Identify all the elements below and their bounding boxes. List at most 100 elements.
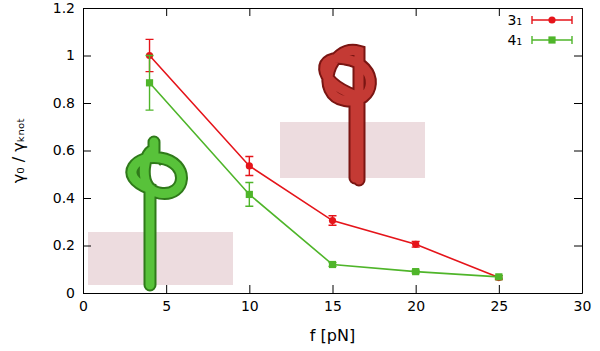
tick: 5 (162, 285, 171, 314)
tick-mark (83, 8, 91, 9)
inset-knot-shadow (325, 50, 371, 180)
marker (246, 162, 253, 169)
tick-label: 0.8 (53, 95, 75, 111)
tick-mark (249, 285, 250, 293)
chart: 0 5 10 15 20 25 30 0 0.2 0.4 0.6 0.8 1 1.2 f [pN] γ₀ / … (0, 0, 600, 351)
marker (246, 191, 253, 198)
marker (412, 268, 419, 275)
tick (333, 8, 334, 16)
error-bar (245, 156, 253, 175)
tick-mark (83, 151, 91, 152)
tick-label: 20 (407, 298, 425, 314)
tick-mark (499, 285, 500, 293)
legend-label: 3₁ (507, 12, 522, 28)
marker (495, 273, 502, 280)
x-axis-title: f [pN] (310, 326, 355, 345)
tick (249, 8, 250, 16)
tick-label: 30 (574, 298, 592, 314)
tick (574, 103, 582, 104)
series (146, 56, 503, 281)
tick-label: 0.4 (53, 190, 75, 206)
legend-label: 4₁ (507, 32, 522, 48)
insets (88, 50, 425, 285)
legend-marker (548, 16, 555, 23)
tick (574, 8, 582, 9)
tick-mark (83, 56, 91, 57)
tick-mark (574, 8, 582, 9)
error-bar (412, 241, 420, 247)
tick-mark (574, 293, 582, 294)
tick: 20 (407, 285, 425, 314)
tick-label: 1.2 (53, 0, 75, 16)
tick: 25 (490, 285, 508, 314)
inset-knot (325, 50, 371, 180)
axis-line (582, 9, 583, 294)
tick-mark (166, 8, 167, 16)
error-bar (146, 56, 154, 111)
tick (416, 8, 417, 16)
y-axis: 0 0.2 0.4 0.6 0.8 1 1.2 (53, 0, 91, 301)
error-bar (245, 183, 253, 207)
tick: 0.2 (53, 237, 91, 253)
x-axis: 0 5 10 15 20 25 30 (79, 285, 591, 314)
tick-label: 10 (241, 298, 259, 314)
tick-mark (416, 8, 417, 16)
tick: 0.6 (53, 142, 91, 158)
y-axis-title: γ₀ / γₖₙₒₜ (9, 118, 28, 183)
tick-label: 0.6 (53, 142, 75, 158)
tick-label: 1 (66, 47, 75, 63)
tick (166, 8, 167, 16)
tick-mark (574, 151, 582, 152)
tick-mark (499, 8, 500, 16)
tick (574, 56, 582, 57)
tick-mark (574, 198, 582, 199)
marker (329, 217, 336, 224)
tick-mark (83, 103, 91, 104)
tick (574, 246, 582, 247)
tick (574, 293, 582, 294)
tick-mark (574, 103, 582, 104)
series-line (150, 56, 499, 278)
tick: 0.8 (53, 95, 91, 111)
tick-label: 5 (162, 298, 171, 314)
marker (412, 241, 419, 248)
tick (574, 198, 582, 199)
tick (574, 151, 582, 152)
tick-label: 0 (66, 285, 75, 301)
legend-marker (548, 36, 555, 43)
tick: 0 (66, 285, 91, 301)
axis-line (84, 293, 583, 294)
tick-mark (574, 246, 582, 247)
tick-label: 15 (324, 298, 342, 314)
legend-swatch (532, 36, 572, 44)
tick: 1 (66, 47, 91, 63)
inset-surface (88, 232, 233, 285)
tick-mark (333, 8, 334, 16)
plot-area (146, 39, 503, 281)
tick-mark (166, 285, 167, 293)
tick-mark (249, 8, 250, 16)
tick: 10 (241, 285, 259, 314)
tick-label: 0.2 (53, 237, 75, 253)
tick-label: 0 (79, 298, 88, 314)
marker (495, 274, 502, 281)
tick (499, 8, 500, 16)
series (146, 39, 503, 281)
tick: 1.2 (53, 0, 91, 16)
tick-mark (333, 285, 334, 293)
tick: 0.4 (53, 190, 91, 206)
series-line (150, 83, 499, 277)
inset-knot-shadow (132, 142, 182, 285)
tick-mark (83, 198, 91, 199)
error-bar (329, 216, 337, 226)
y-axis-mirror (574, 9, 583, 294)
tick-label: 25 (490, 298, 508, 314)
marker (329, 261, 336, 268)
legend: 3₁4₁ (507, 12, 572, 48)
legend-swatch (532, 16, 572, 24)
marker (146, 79, 153, 86)
tick-mark (574, 56, 582, 57)
tick-mark (83, 293, 91, 294)
tick: 15 (324, 285, 342, 314)
tick-mark (416, 285, 417, 293)
